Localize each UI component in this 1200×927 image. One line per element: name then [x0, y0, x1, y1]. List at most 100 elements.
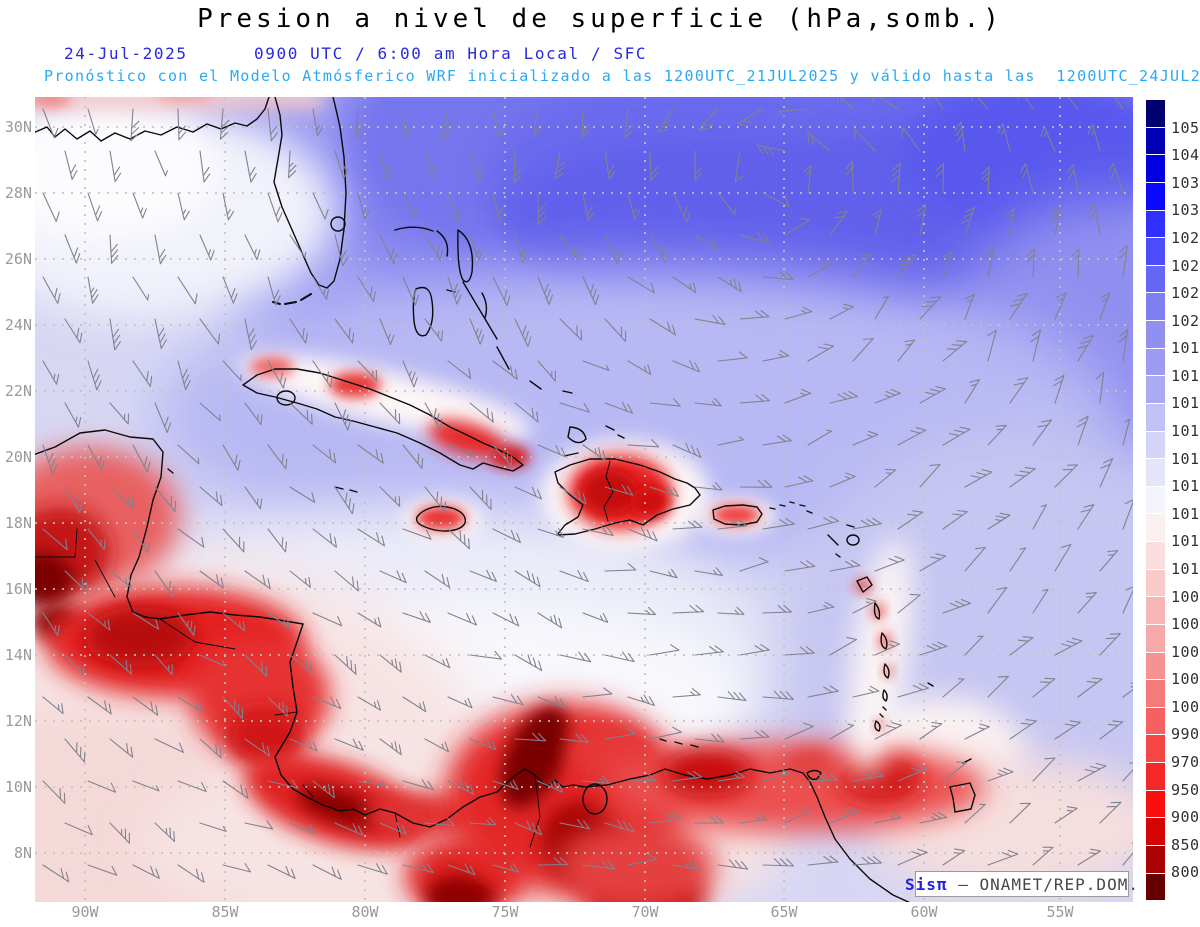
- tortue-island: [563, 452, 579, 457]
- wind-barb: [734, 150, 744, 183]
- colorbar-segment: [1146, 734, 1165, 762]
- wind-barb: [424, 234, 443, 261]
- watermark-separator: –: [947, 874, 980, 894]
- island-terrain-lows: [238, 354, 913, 776]
- wind-barb: [267, 864, 296, 879]
- wind-barb: [736, 108, 764, 127]
- wind-barb: [199, 570, 224, 589]
- wind-barb: [244, 402, 263, 426]
- wind-barb: [739, 557, 769, 572]
- colorbar-segment: [1146, 209, 1165, 238]
- wind-barb: [379, 234, 398, 265]
- wind-barb: [1108, 162, 1124, 194]
- wind-barb: [1099, 292, 1111, 320]
- wind-barb: [698, 108, 719, 130]
- wind-barb: [852, 856, 882, 866]
- wind-barb: [177, 528, 205, 548]
- colorbar-tick-label: 1008: [1171, 587, 1200, 606]
- wind-barb: [1087, 124, 1101, 152]
- wind-barb: [109, 234, 119, 264]
- wind-barbs: [42, 97, 1133, 883]
- wind-barb: [919, 721, 943, 740]
- wind-barb: [1077, 848, 1102, 866]
- wind-barb: [964, 803, 986, 824]
- wind-barb: [559, 733, 589, 743]
- wind-barb: [334, 402, 352, 431]
- colorbar-segment: [1146, 513, 1165, 541]
- wind-barb: [42, 696, 64, 715]
- wind-barb: [762, 271, 794, 281]
- wind-barb: [312, 528, 337, 548]
- wind-barb: [739, 730, 770, 740]
- wind-barb: [717, 859, 749, 870]
- wind-barb: [987, 849, 1019, 866]
- cozumel-island: [167, 468, 174, 474]
- wind-barb: [784, 560, 816, 572]
- wind-barb: [784, 722, 814, 740]
- wind-barb: [402, 108, 413, 137]
- wind-barb: [777, 108, 809, 119]
- wind-barb: [1113, 97, 1124, 110]
- isle-of-youth: [276, 390, 296, 406]
- wind-barb: [402, 276, 420, 306]
- colorbar-tick-label: 1012: [1171, 532, 1200, 551]
- wind-barb: [1058, 97, 1079, 110]
- wind-barb: [537, 276, 554, 306]
- wind-barb: [222, 696, 244, 720]
- wind-barb: [919, 296, 942, 320]
- lon-label: 85W: [211, 903, 239, 921]
- colorbar-segment: [1146, 872, 1165, 901]
- wind-barb: [87, 528, 106, 550]
- wind-barb: [222, 780, 249, 799]
- colorbar-tick-label: 1025: [1171, 256, 1200, 275]
- wind-barb: [874, 722, 903, 740]
- wind-barb: [177, 864, 205, 883]
- wind-barb: [1020, 163, 1034, 194]
- wind-barb: [1032, 588, 1049, 614]
- pressure-map: [35, 97, 1133, 902]
- wind-barb: [447, 192, 463, 223]
- wind-barb: [694, 481, 723, 491]
- wind-barb: [492, 694, 524, 706]
- wind-barb: [1076, 415, 1089, 446]
- wind-barb: [1118, 329, 1129, 362]
- wind-barb: [492, 780, 519, 790]
- wind-barb: [424, 318, 444, 342]
- lat-label: 28N: [4, 184, 32, 202]
- colorbar-segment: [1146, 320, 1165, 348]
- wind-barb: [935, 162, 945, 194]
- wind-barb: [87, 192, 103, 222]
- cayman-islands: [334, 486, 358, 493]
- wind-barb: [312, 780, 335, 799]
- wind-barb: [469, 650, 502, 660]
- wind-barb: [874, 640, 901, 656]
- wind-barb: [897, 510, 924, 530]
- wind-barb: [829, 636, 857, 656]
- wind-barb: [845, 160, 854, 194]
- wind-barb: [897, 254, 917, 278]
- wind-barb: [222, 612, 246, 632]
- wind-barb: [649, 568, 678, 579]
- wind-barb: [987, 767, 1014, 782]
- wind-barb: [717, 691, 747, 702]
- wind-barb: [267, 612, 290, 629]
- wind-barb: [199, 738, 222, 759]
- wind-barb: [1009, 802, 1031, 824]
- colorbar-segment: [1146, 651, 1165, 680]
- wind-barb: [762, 434, 792, 446]
- wind-barb: [154, 150, 168, 177]
- wind-barb: [1030, 329, 1042, 362]
- wind-barb: [312, 864, 342, 880]
- watermark-org: ONAMET/REP.DOM.: [979, 874, 1139, 894]
- wind-barb: [244, 486, 263, 510]
- wind-barb: [289, 486, 316, 503]
- wind-barb: [852, 770, 884, 782]
- wind-barb: [1009, 547, 1027, 572]
- colorbar-segment: [1146, 568, 1165, 597]
- wind-barb: [964, 723, 990, 740]
- wind-barb: [942, 678, 965, 698]
- colorbar-segment: [1146, 789, 1165, 818]
- wind-barb: [222, 862, 252, 873]
- wind-barb: [672, 520, 703, 530]
- wind-barb: [537, 857, 569, 866]
